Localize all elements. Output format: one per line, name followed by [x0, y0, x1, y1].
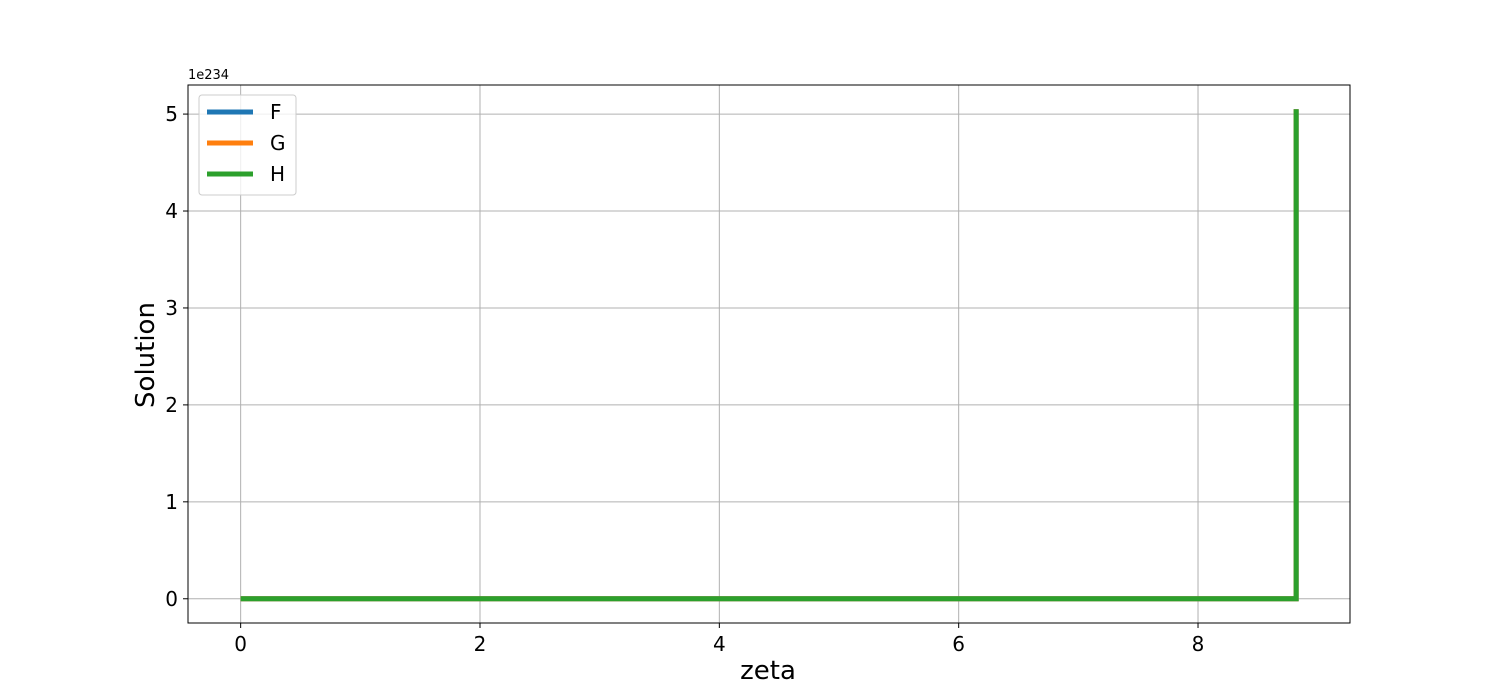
x-tick-label: 0: [234, 632, 247, 656]
x-tick-label: 4: [713, 632, 726, 656]
x-axis-label: zeta: [740, 656, 796, 686]
x-tick-label: 6: [952, 632, 965, 656]
x-tick-label: 8: [1192, 632, 1205, 656]
legend-label-f: F: [270, 100, 282, 124]
legend-label-g: G: [270, 131, 286, 155]
y-tick-label: 4: [165, 199, 178, 223]
series-line-h: [240, 109, 1299, 602]
y-tick-label: 5: [165, 102, 178, 126]
plot-area: [188, 85, 1350, 623]
legend-label-h: H: [270, 162, 285, 186]
x-axis-ticks: 0 2 4 6 8: [234, 623, 1204, 656]
legend: FGH: [198, 94, 297, 196]
series-lines: [240, 109, 1299, 602]
y-tick-label: 2: [165, 393, 178, 417]
y-tick-label: 3: [165, 296, 178, 320]
y-axis-ticks: 0 1 2 3 4 5: [165, 102, 188, 611]
x-tick-label: 2: [474, 632, 487, 656]
plot-frame: [187, 84, 1351, 624]
y-tick-label: 1: [165, 490, 178, 514]
y-axis-label: Solution: [131, 302, 161, 408]
y-offset-label: 1e234: [188, 68, 229, 83]
y-tick-label: 0: [165, 587, 178, 611]
grid-lines: [188, 85, 1350, 623]
